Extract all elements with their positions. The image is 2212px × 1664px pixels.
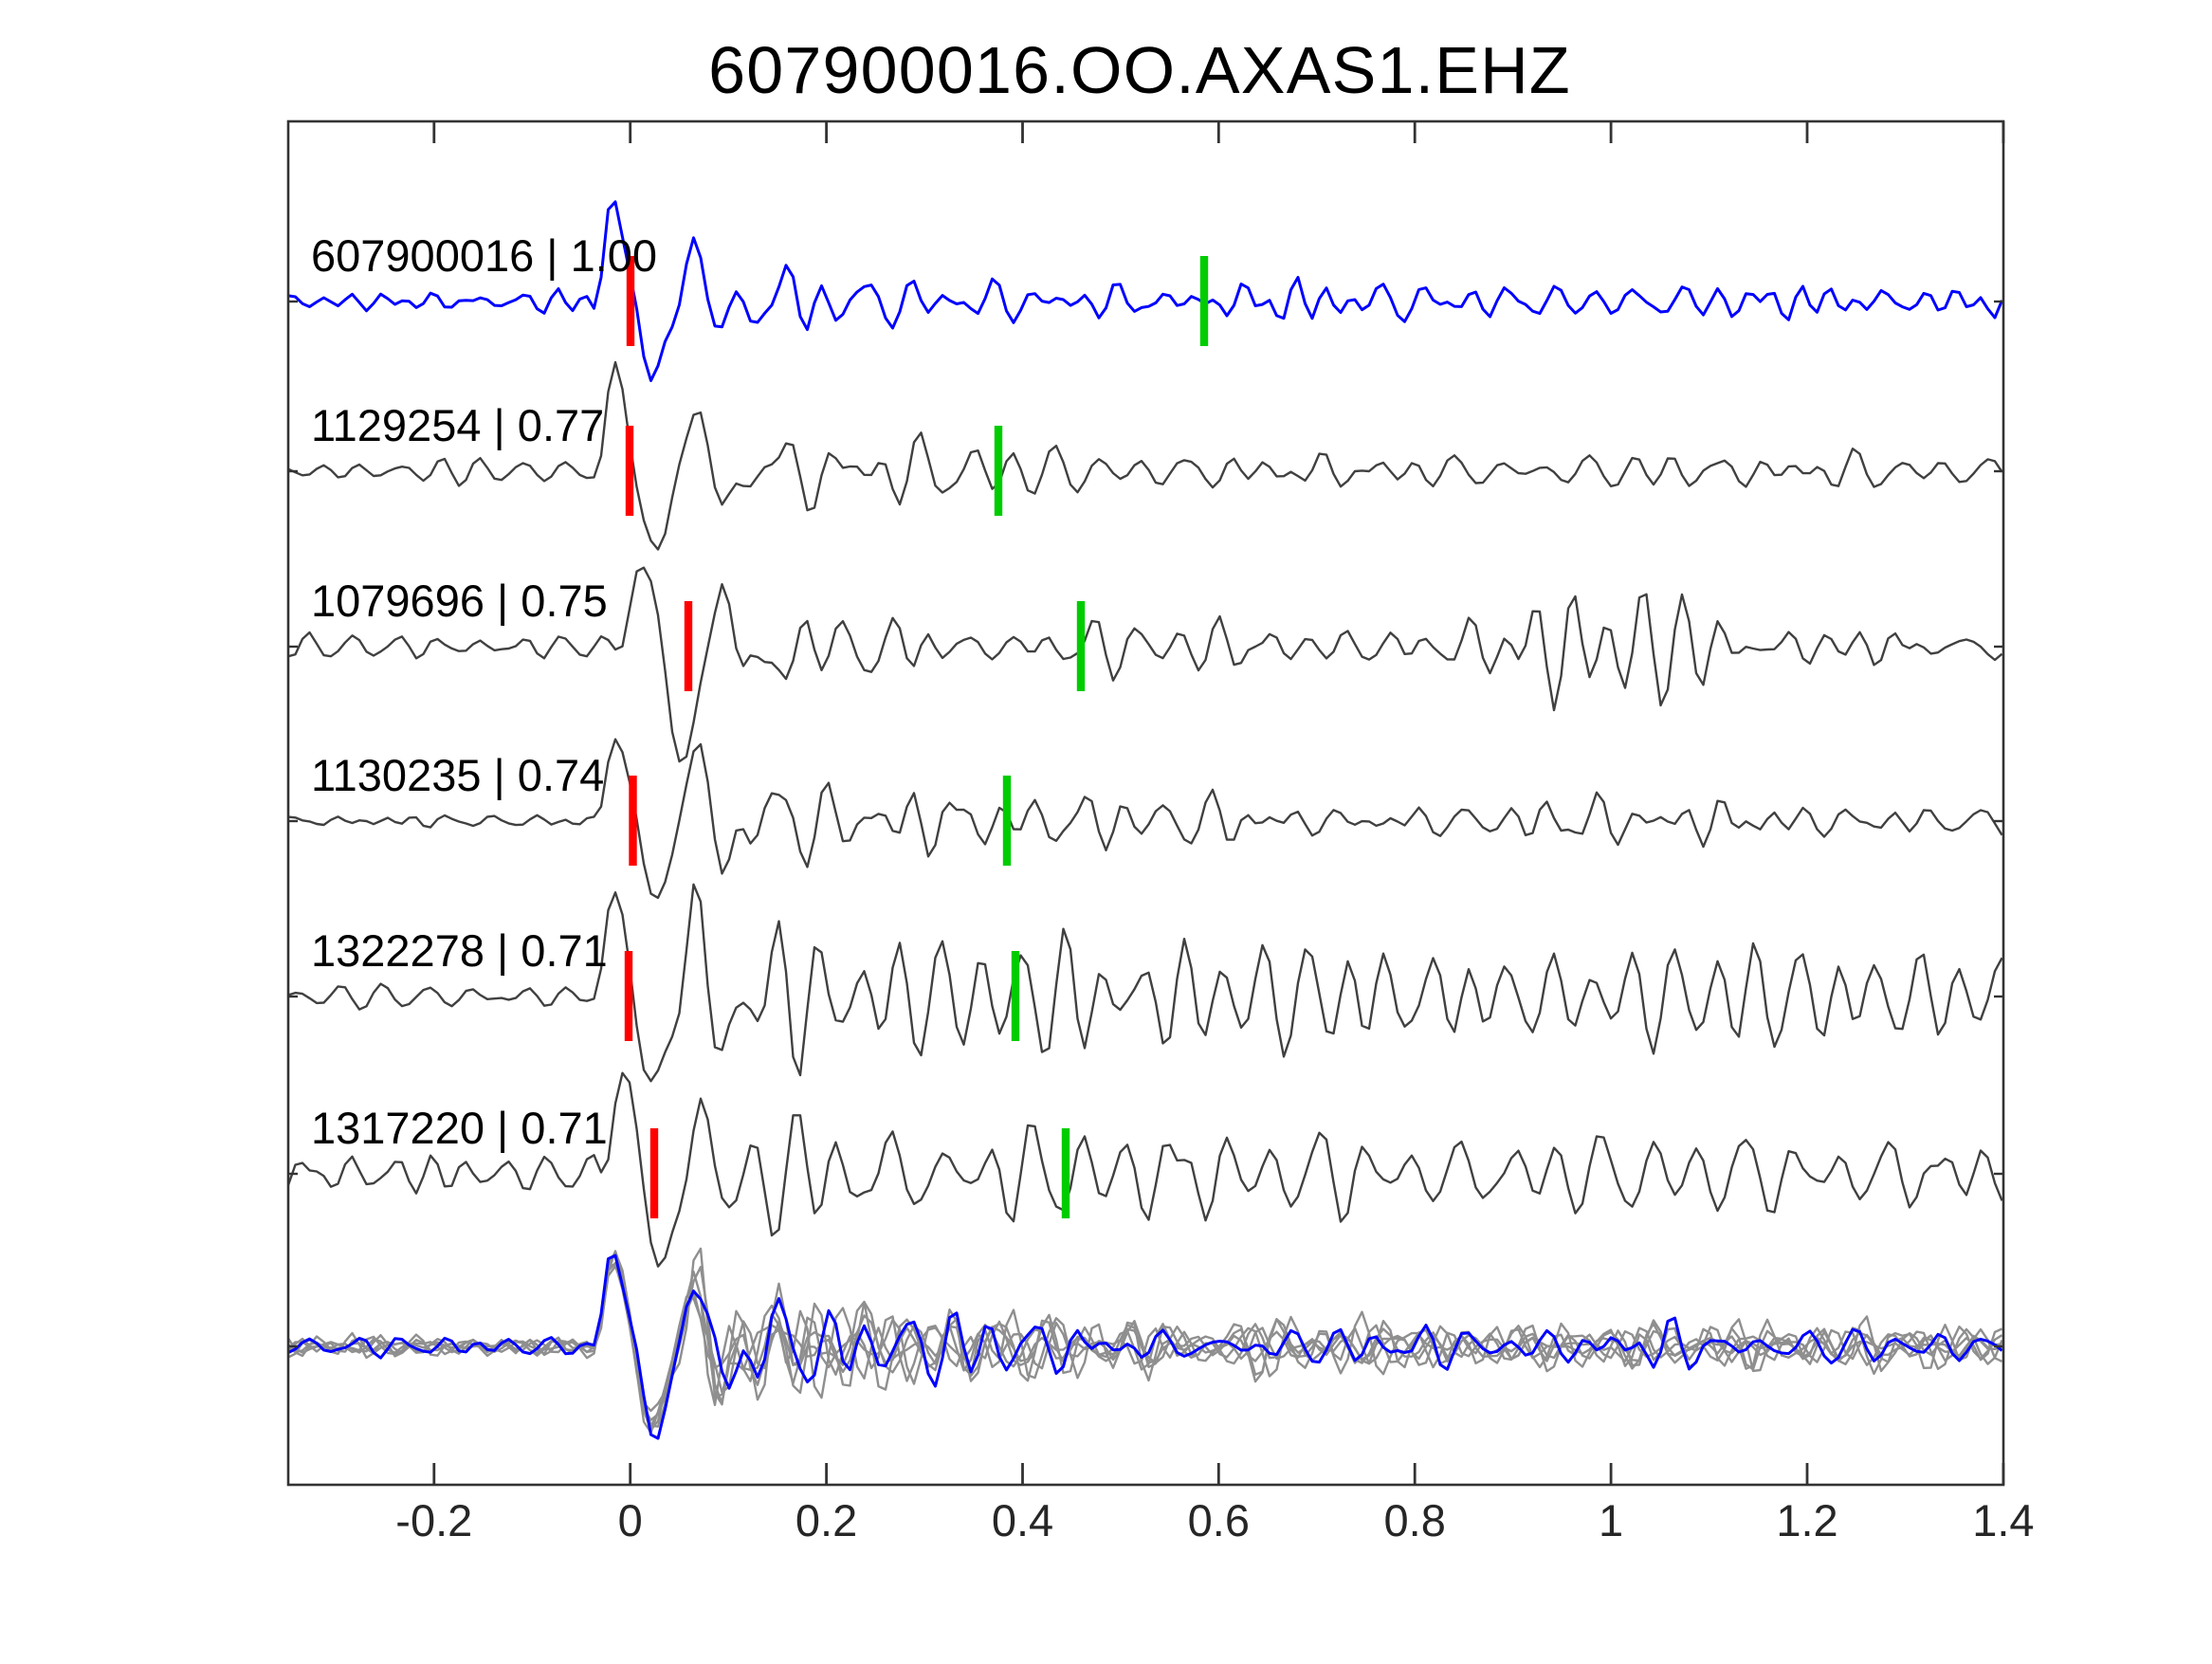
svg-text:0.6: 0.6 <box>1188 1495 1250 1545</box>
svg-text:607900016 | 1.00: 607900016 | 1.00 <box>311 230 657 281</box>
svg-text:0: 0 <box>618 1495 643 1545</box>
svg-text:1079696 | 0.75: 1079696 | 0.75 <box>311 576 608 626</box>
svg-text:1.4: 1.4 <box>1972 1495 2034 1545</box>
svg-text:-0.2: -0.2 <box>395 1495 472 1545</box>
svg-text:1130235 | 0.74: 1130235 | 0.74 <box>311 750 604 800</box>
svg-text:1129254 | 0.77: 1129254 | 0.77 <box>311 400 604 450</box>
svg-text:607900016.OO.AXAS1.EHZ: 607900016.OO.AXAS1.EHZ <box>708 33 1571 107</box>
svg-text:1: 1 <box>1599 1495 1623 1545</box>
svg-text:0.8: 0.8 <box>1384 1495 1446 1545</box>
svg-text:1317220 | 0.71: 1317220 | 0.71 <box>311 1103 608 1153</box>
svg-text:0.4: 0.4 <box>992 1495 1053 1545</box>
svg-text:1.2: 1.2 <box>1776 1495 1837 1545</box>
svg-text:1322278 | 0.71: 1322278 | 0.71 <box>311 925 608 976</box>
svg-text:0.2: 0.2 <box>795 1495 857 1545</box>
